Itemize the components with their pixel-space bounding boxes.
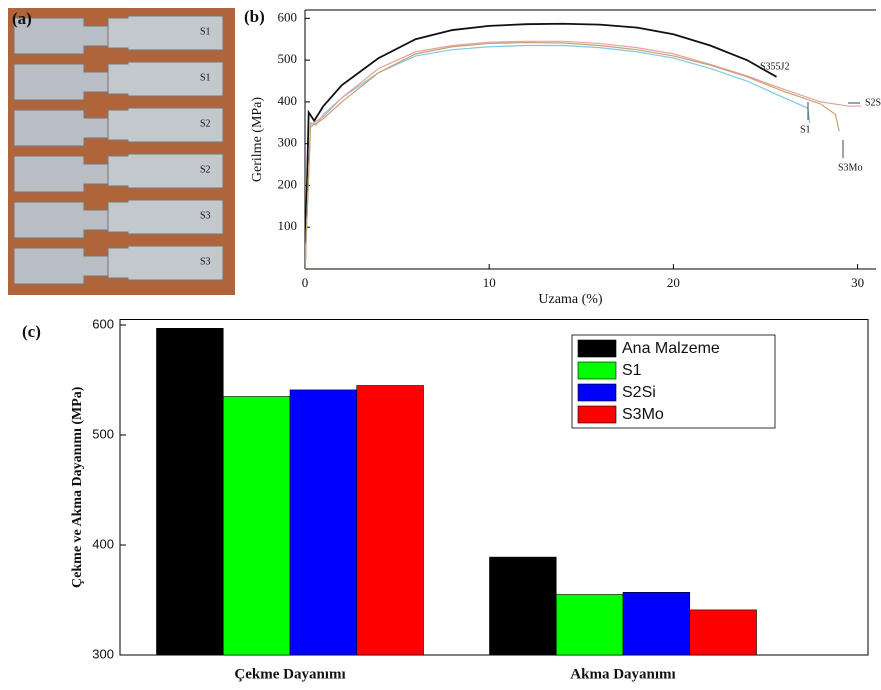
- y-tick-label: 500: [92, 426, 114, 441]
- curve-label: S2S: [865, 97, 881, 108]
- curve-label: S1: [800, 124, 811, 135]
- x-tick-label: 30: [851, 275, 864, 290]
- specimen: [107, 15, 224, 51]
- y-tick-label: 200: [278, 176, 298, 191]
- specimen: [107, 61, 224, 97]
- y-tick-label: 100: [278, 218, 298, 233]
- legend-label: S2Si: [622, 384, 656, 401]
- bar: [489, 556, 557, 656]
- specimen-label: S3: [200, 256, 211, 267]
- stress-strain-curve: [305, 44, 811, 269]
- legend-label: S1: [622, 362, 642, 379]
- photo: S1 S1 S2 S2 S3 S3 (a): [8, 8, 235, 295]
- panel-label: (c): [22, 322, 41, 341]
- y-tick-label: 500: [278, 51, 298, 66]
- y-tick-label: 400: [278, 93, 298, 108]
- specimen-label: S3: [200, 210, 211, 221]
- y-tick-label: 300: [92, 646, 114, 661]
- specimen-label: S2: [200, 118, 211, 129]
- panel-label: (a): [12, 9, 32, 28]
- stress-strain-curve: [305, 22, 777, 269]
- y-tick-label: 600: [278, 9, 298, 24]
- panel-label: (b): [244, 7, 265, 26]
- stress-strain-curve: [305, 41, 840, 269]
- legend-swatch: [577, 361, 617, 380]
- specimen: [107, 245, 224, 281]
- bar: [356, 385, 424, 656]
- bar: [289, 389, 358, 656]
- specimen-label: S1: [200, 72, 211, 83]
- bar: [689, 609, 757, 656]
- legend-swatch: [577, 383, 617, 402]
- y-tick-label: 300: [278, 135, 298, 150]
- curve-label: S3Mo: [838, 162, 862, 173]
- x-tick-label: 0: [302, 275, 309, 290]
- curve-label: S355J2: [760, 61, 789, 72]
- x-tick-label: Akma Dayanımı: [570, 666, 675, 682]
- legend-label: Ana Malzeme: [622, 340, 720, 357]
- x-tick-label: 20: [667, 275, 680, 290]
- bar: [555, 594, 624, 656]
- stress-strain-curve: [305, 40, 862, 269]
- x-tick-label: Çekme Dayanımı: [234, 666, 345, 682]
- specimen: [107, 199, 224, 235]
- y-tick-label: 400: [92, 536, 114, 551]
- bar: [222, 396, 291, 656]
- x-tick-label: 10: [483, 275, 496, 290]
- y-tick-label: 600: [92, 316, 114, 331]
- legend-swatch: [577, 339, 617, 358]
- bar: [622, 591, 691, 656]
- specimen-label: S1: [200, 26, 211, 37]
- legend-label: S3Mo: [622, 406, 664, 423]
- y-axis-label: Gerilme (MPa): [250, 97, 265, 182]
- legend-swatch: [577, 405, 617, 424]
- specimen-label: S2: [200, 164, 211, 175]
- specimens: S1 S1 S2 S2 S3 S3: [13, 15, 224, 285]
- x-axis-label: Uzama (%): [538, 292, 602, 307]
- y-axis-label: Çekme ve Akma Dayanımı (MPa): [70, 386, 85, 588]
- bar: [156, 327, 224, 656]
- specimen: [107, 153, 224, 189]
- specimen: [107, 107, 224, 143]
